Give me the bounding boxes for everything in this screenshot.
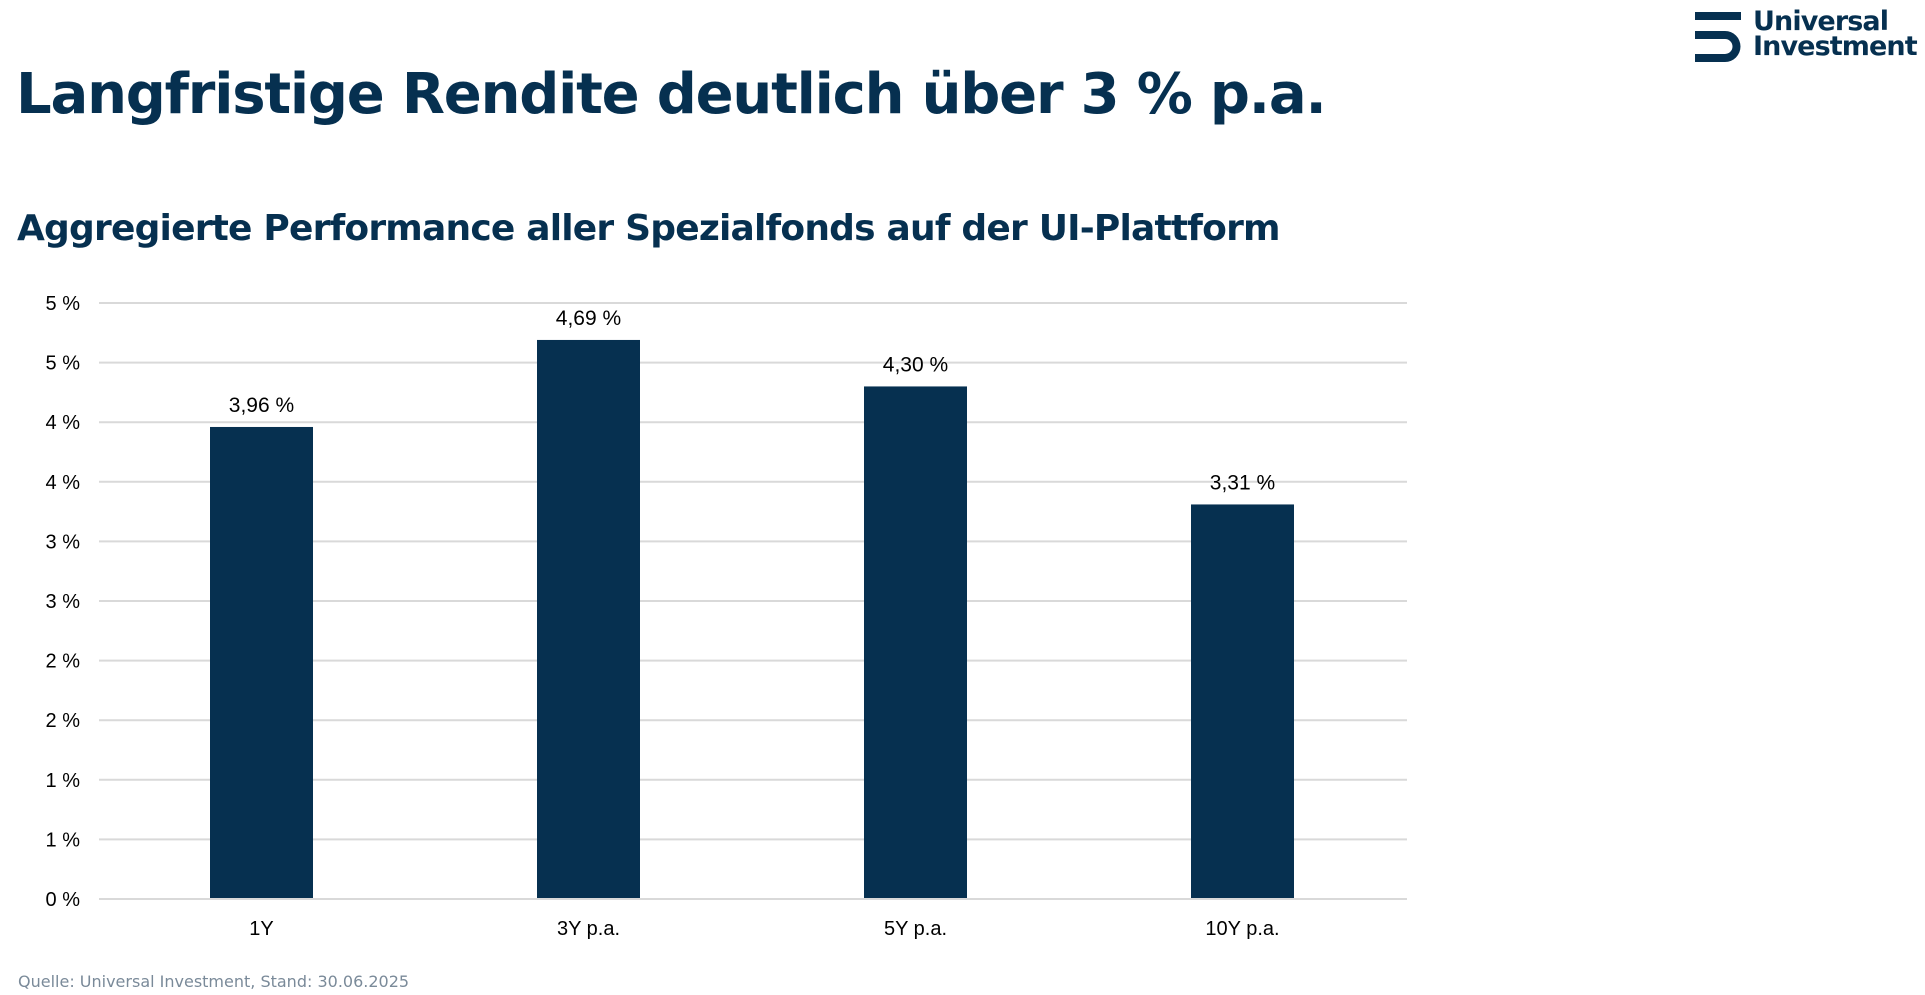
y-tick-label: 4 %: [46, 472, 81, 494]
y-tick-label: 5 %: [46, 293, 81, 315]
y-tick-label: 5 %: [46, 353, 81, 375]
x-tick-label: 10Y p.a.: [1205, 918, 1279, 940]
y-tick-label: 3 %: [46, 591, 81, 613]
bar-chart: 0 % 1 % 1 % 2 % 2 % 3 % 3 % 4 % 4 % 5 % 5 % 3,96 %…: [0, 280, 1450, 960]
page-title: Langfristige Rendite deutlich über 3 % p…: [16, 62, 1327, 127]
data-label: 3,31 %: [1210, 471, 1275, 494]
logo-text: Universal Investment: [1753, 6, 1918, 62]
y-axis-tick-labels: 0 % 1 % 1 % 2 % 2 % 3 % 3 % 4 % 4 % 5 % 5 %: [46, 293, 81, 911]
bar-chart-svg: 0 % 1 % 1 % 2 % 2 % 3 % 3 % 4 % 4 % 5 % 5 % 3,96 %…: [46, 293, 1407, 940]
y-tick-label: 4 %: [46, 412, 81, 434]
bar-3y-p-a: [537, 339, 640, 899]
bars: [210, 339, 1294, 899]
data-labels: 3,96 % 4,69 % 4,30 % 3,31 %: [229, 307, 1275, 494]
bar-1y: [210, 426, 313, 899]
bar-5y-p-a: [864, 386, 967, 899]
y-tick-label: 1 %: [46, 770, 81, 792]
bar-10y-p-a: [1191, 504, 1294, 899]
y-tick-label: 1 %: [46, 829, 81, 851]
gridlines: [99, 302, 1407, 900]
x-tick-label: 5Y p.a.: [884, 918, 947, 940]
x-tick-label: 1Y: [249, 918, 273, 940]
logo-text-line1: Universal: [1753, 6, 1889, 37]
chart-title: Aggregierte Performance aller Spezialfon…: [17, 208, 1281, 249]
y-tick-label: 2 %: [46, 651, 81, 673]
data-label: 3,96 %: [229, 394, 294, 417]
x-tick-label: 3Y p.a.: [557, 918, 620, 940]
logo-text-line2: Investment: [1753, 31, 1918, 62]
y-tick-label: 0 %: [46, 889, 81, 911]
data-label: 4,30 %: [883, 353, 948, 376]
universal-investment-logo: Universal Investment: [1695, 6, 1918, 64]
y-tick-label: 3 %: [46, 531, 81, 553]
source-note: Quelle: Universal Investment, Stand: 30.…: [18, 972, 410, 991]
data-label: 4,69 %: [556, 307, 621, 330]
y-tick-label: 2 %: [46, 710, 81, 732]
x-axis-tick-labels: 1Y 3Y p.a. 5Y p.a. 10Y p.a.: [249, 918, 1279, 940]
universal-investment-logo-icon: [1695, 12, 1741, 62]
